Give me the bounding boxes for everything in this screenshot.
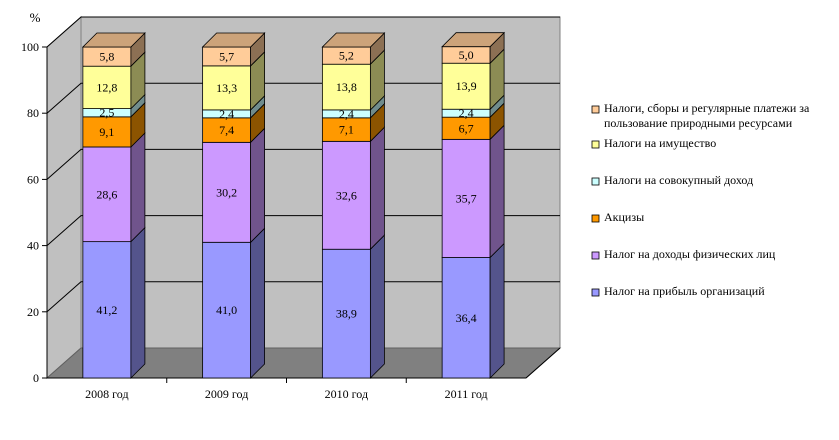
legend-swatch [591, 140, 600, 149]
bar-segment-side [250, 127, 266, 244]
x-tick-label: 2009 год [205, 387, 248, 401]
x-tick-label: 2011 год [445, 387, 488, 401]
data-label: 5,8 [99, 50, 114, 64]
y-tick-label: 0 [33, 371, 39, 385]
data-label: 32,6 [336, 188, 357, 202]
data-label: 30,2 [216, 185, 237, 199]
bar-segment [82, 65, 132, 109]
bar-segment [82, 116, 132, 148]
legend-label: Налог на доходы физических лиц [604, 247, 776, 261]
data-label: 7,1 [339, 123, 354, 137]
y-tick-label: 60 [27, 172, 39, 186]
data-label: 2,4 [339, 107, 354, 121]
legend-swatch [591, 177, 600, 186]
data-label: 12,8 [96, 80, 117, 94]
bar-segment [441, 257, 491, 379]
data-label: 9,1 [99, 125, 114, 139]
x-tick-label: 2010 год [325, 387, 368, 401]
data-label: 13,8 [336, 80, 357, 94]
bar-segment [441, 138, 491, 258]
floor-edge [525, 347, 561, 379]
data-label: 5,7 [219, 49, 234, 63]
bar-top [321, 32, 386, 48]
data-label: 35,7 [456, 191, 477, 205]
bar-segment-side [250, 227, 266, 379]
gridline [46, 215, 560, 246]
gridline [46, 281, 560, 313]
data-label: 38,9 [336, 307, 357, 321]
data-label: 41,0 [216, 303, 237, 317]
data-label: 2,4 [219, 107, 234, 121]
gridline [46, 16, 560, 48]
x-tick-label: 2008 год [85, 387, 128, 401]
gridline [46, 148, 560, 180]
legend-swatch [591, 214, 600, 223]
bar-top [441, 32, 506, 48]
data-label: 2,4 [459, 106, 474, 120]
bar-segment-side [130, 132, 146, 243]
y-tick-label: 20 [27, 305, 39, 319]
data-label: 6,7 [459, 121, 474, 135]
data-label: 28,6 [96, 187, 117, 201]
bar-top [81, 32, 146, 48]
y-tick-label: 40 [27, 239, 39, 253]
data-label: 36,4 [456, 311, 477, 325]
data-label: 13,3 [216, 81, 237, 95]
bar-top [201, 32, 266, 48]
bar-segment [321, 140, 371, 250]
legend-label: Налоги, сборы и регулярные платежи за пол… [604, 101, 810, 130]
data-label: 7,4 [219, 123, 234, 137]
bar-segment-side [489, 242, 505, 379]
bar-segment [202, 117, 252, 143]
legend-swatch [591, 105, 600, 114]
y-tick-label: 100 [21, 40, 39, 54]
gridline [46, 82, 560, 114]
side-wall [46, 15, 82, 380]
data-label: 13,9 [456, 79, 477, 93]
legend-label: Налоги на совокупный доход [604, 173, 753, 187]
data-label: 41,2 [96, 303, 117, 317]
legend-label: Акцизы [604, 210, 644, 224]
data-label: 2,5 [99, 106, 114, 120]
legend-swatch [591, 288, 600, 297]
legend-label: Налог на прибыль организаций [604, 284, 765, 298]
y-axis-unit: % [30, 10, 41, 25]
legend-label: Налоги на имущество [604, 136, 716, 150]
bar-segment-side [130, 226, 146, 379]
data-label: 5,2 [339, 49, 354, 63]
bar-segment-side [489, 124, 505, 259]
bar-segment-side [369, 234, 385, 379]
bar-segment-side [369, 126, 385, 251]
bar-segment [202, 65, 252, 111]
data-label: 5,0 [459, 48, 474, 62]
y-tick-label: 80 [27, 106, 39, 120]
bar-segment [441, 62, 491, 110]
legend-swatch [591, 251, 600, 260]
